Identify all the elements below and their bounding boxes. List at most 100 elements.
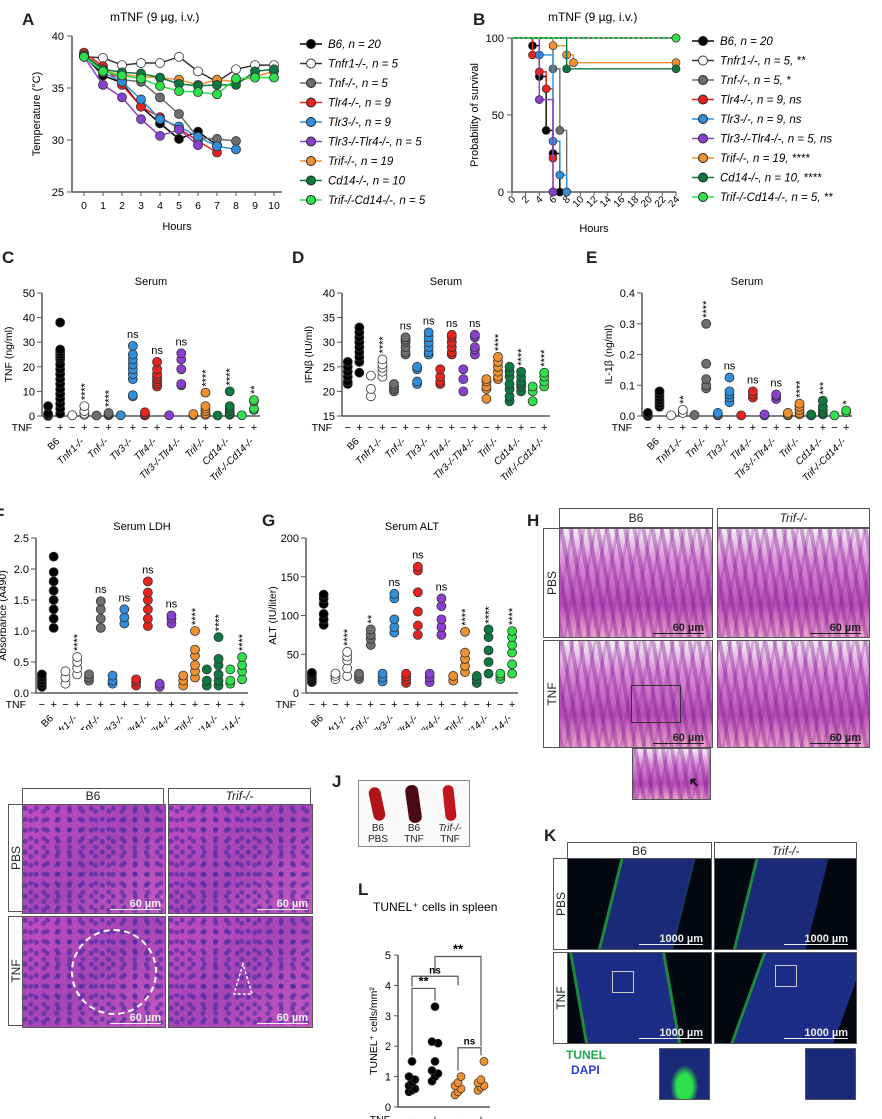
svg-text:100: 100 — [486, 33, 504, 45]
svg-text:TUNEL⁺ cells/mm²: TUNEL⁺ cells/mm² — [368, 987, 380, 1075]
svg-text:24: 24 — [666, 194, 682, 210]
svg-text:+: + — [773, 422, 779, 434]
inset-region-box — [631, 685, 681, 723]
svg-text:4: 4 — [157, 200, 163, 212]
svg-text:B6: B6 — [309, 713, 326, 730]
scale-bar: 60 µm — [256, 898, 309, 910]
legend-label: Cd14-/-, n = 10, **** — [720, 173, 822, 185]
svg-text:−: − — [133, 699, 139, 711]
panel-label-g: G — [262, 511, 276, 530]
legend-label: Tlr3-/-Tlr4-/-, n = 5 — [328, 137, 422, 149]
svg-text:−: − — [691, 422, 697, 434]
svg-text:****: **** — [342, 628, 354, 646]
svg-text:−: − — [668, 422, 674, 434]
svg-text:40: 40 — [23, 313, 35, 325]
inset-region-box — [775, 965, 797, 987]
svg-text:+: + — [449, 422, 455, 434]
svg-text:mTNF (9 µg, i.v.): mTNF (9 µg, i.v.) — [548, 10, 637, 24]
svg-text:0: 0 — [81, 200, 87, 212]
significance-label: ns — [724, 361, 736, 373]
scale-bar: 1000 µm — [639, 1027, 703, 1039]
svg-text:+: + — [145, 699, 151, 711]
svg-text:+: + — [796, 422, 802, 434]
svg-text:−: − — [645, 422, 651, 434]
svg-text:−: − — [204, 699, 210, 711]
svg-text:−: − — [214, 422, 220, 434]
svg-text:35: 35 — [323, 313, 335, 325]
svg-text:2: 2 — [385, 1041, 391, 1053]
svg-text:−: − — [808, 422, 814, 434]
spleen-trif-tnf — [442, 784, 457, 822]
svg-text:0: 0 — [293, 688, 299, 700]
svg-text:Hours: Hours — [579, 223, 609, 235]
significance-label: ns — [423, 315, 435, 327]
histology-inset-zoom: ➜ — [632, 748, 711, 800]
svg-text:−: − — [497, 699, 503, 711]
svg-text:****: **** — [484, 606, 496, 624]
significance-label: ns — [747, 374, 759, 386]
histology-image-b6-pbs: 60 µm — [559, 528, 713, 638]
fluorescence-inset-b6 — [659, 1048, 710, 1100]
svg-text:****: **** — [493, 333, 505, 351]
svg-text:mTNF (9 µg, i.v.): mTNF (9 µg, i.v.) — [110, 10, 199, 24]
svg-text:25: 25 — [52, 187, 64, 199]
svg-text:0.5: 0.5 — [14, 657, 29, 669]
svg-text:+: + — [105, 422, 111, 434]
svg-text:−: − — [118, 422, 124, 434]
svg-text:−: − — [142, 422, 148, 434]
panel-label-f: F — [0, 505, 4, 525]
svg-text:2: 2 — [119, 200, 125, 212]
svg-text:0.0: 0.0 — [14, 688, 29, 700]
svg-text:TUNEL⁺ cells in spleen: TUNEL⁺ cells in spleen — [373, 900, 497, 914]
svg-text:Tnf-/-: Tnf-/- — [684, 436, 709, 461]
significance-label: ns — [142, 564, 154, 576]
svg-text:Serum: Serum — [135, 276, 167, 288]
svg-text:1: 1 — [385, 1072, 391, 1084]
svg-text:+: + — [130, 422, 136, 434]
svg-text:7: 7 — [214, 200, 220, 212]
scale-bar: 60 µm — [256, 1012, 309, 1024]
svg-text:****: **** — [460, 608, 472, 626]
svg-text:Tlr3-/-: Tlr3-/- — [108, 436, 135, 463]
panel-label-h: H — [527, 511, 540, 530]
fluorescence-image-trif-pbs: 1000 µm — [714, 858, 857, 950]
svg-text:Serum: Serum — [731, 276, 763, 288]
svg-text:100: 100 — [281, 611, 299, 623]
svg-text:Temperature (°C): Temperature (°C) — [31, 72, 43, 156]
svg-text:4: 4 — [385, 980, 391, 992]
svg-text:+: + — [703, 422, 709, 434]
svg-text:+: + — [98, 699, 104, 711]
svg-text:−: − — [190, 422, 196, 434]
spleen-label: B6 TNF — [404, 823, 424, 845]
svg-text:TNF: TNF — [276, 699, 296, 711]
tunel-spleen-scatter: TUNEL⁺ cells in spleen 0 1 2 3 4 5 TUNEL⁺ cells… — [368, 900, 497, 1119]
svg-text:1: 1 — [100, 200, 106, 212]
svg-text:+: + — [518, 422, 524, 434]
col-header-b6: B6 — [22, 788, 164, 805]
svg-text:0.1: 0.1 — [620, 380, 635, 392]
svg-text:Tlr3-/-: Tlr3-/- — [404, 436, 431, 463]
svg-text:−: − — [715, 422, 721, 434]
panel-label-l: L — [358, 880, 369, 899]
significance-label: ns — [175, 336, 187, 348]
col-header-trif: Trif-/- — [714, 842, 857, 860]
inset-region-box — [612, 971, 634, 993]
significance-label: ns — [95, 584, 107, 596]
svg-text:+: + — [843, 422, 849, 434]
svg-text:50: 50 — [23, 288, 35, 300]
svg-text:Trif-/-: Trif-/- — [443, 713, 468, 730]
col-header-b6: B6 — [559, 508, 713, 528]
svg-text:−: − — [483, 422, 489, 434]
svg-text:−: − — [93, 422, 99, 434]
svg-text:−: − — [180, 699, 186, 711]
col-header-trif: Trif-/- — [168, 788, 311, 805]
svg-text:Serum: Serum — [430, 276, 462, 288]
liver-image-trif-tnf: 60 µm — [168, 916, 313, 1028]
svg-text:+: + — [402, 422, 408, 434]
svg-text:−: − — [86, 699, 92, 711]
legend-label: Cd14-/-, n = 10 — [328, 176, 406, 188]
significance-label: ns — [770, 377, 782, 389]
svg-text:+: + — [680, 422, 686, 434]
svg-text:1.0: 1.0 — [14, 626, 29, 638]
